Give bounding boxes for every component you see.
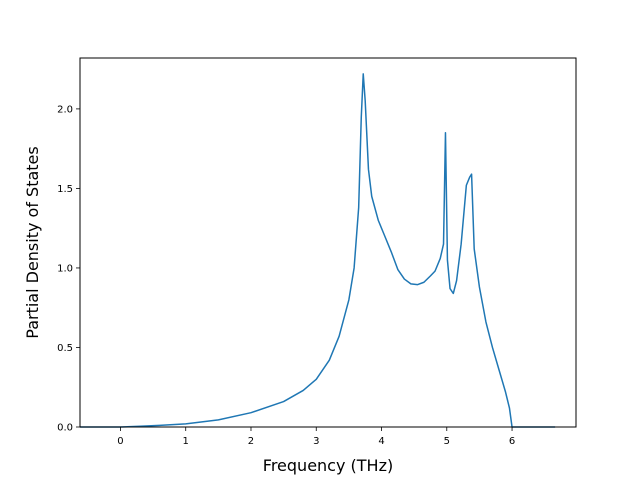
y-tick-label: 0.5 [57, 343, 73, 354]
y-tick-label: 0.0 [57, 423, 73, 434]
x-axis: 0 1 2 3 4 5 6 [117, 427, 515, 447]
axes-frame [79, 57, 577, 428]
y-tick-label: 1.5 [57, 184, 73, 195]
x-tick-label: 2 [248, 436, 254, 447]
y-tick-label: 1.0 [57, 263, 73, 274]
x-tick-label: 4 [378, 436, 384, 447]
y-axis-label: Partial Density of States [23, 146, 42, 338]
x-tick-label: 1 [183, 436, 189, 447]
x-axis-label: Frequency (THz) [263, 456, 393, 475]
series-line-0 [80, 73, 556, 428]
x-tick-label: 3 [313, 436, 319, 447]
plot-area [80, 73, 556, 428]
y-axis: 0.0 0.5 1.0 1.5 2.0 [57, 104, 80, 434]
x-tick-label: 0 [117, 436, 123, 447]
x-tick-label: 6 [509, 436, 515, 447]
y-tick-label: 2.0 [57, 104, 73, 115]
x-tick-label: 5 [444, 436, 450, 447]
